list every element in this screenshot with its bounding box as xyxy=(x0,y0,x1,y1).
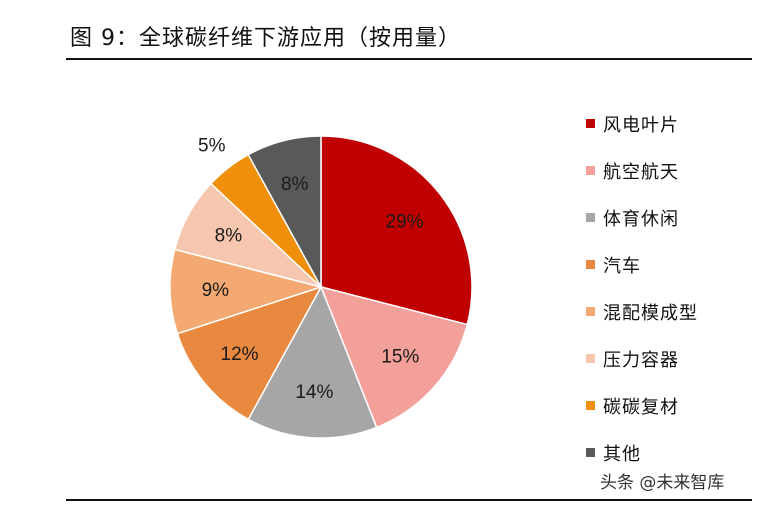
pie-slices xyxy=(169,135,473,439)
pie-slice-4 xyxy=(176,285,323,421)
legend-label: 碳碳复材 xyxy=(603,396,679,418)
legend-swatch xyxy=(586,354,595,363)
legend-item: 体育休闲 xyxy=(586,194,698,241)
pie-slice-label-7: 5% xyxy=(198,136,226,157)
legend-swatch xyxy=(586,448,595,457)
pie-slice-8 xyxy=(247,135,322,288)
pie-slice-label-1: 29% xyxy=(386,212,424,233)
legend-item: 汽车 xyxy=(586,241,698,288)
pie-slice-2 xyxy=(319,285,469,429)
pie-slice-label-4: 12% xyxy=(221,344,259,365)
pie-slice-5 xyxy=(169,248,324,335)
top-rule xyxy=(66,58,752,60)
legend-item: 航空航天 xyxy=(586,147,698,194)
legend-swatch xyxy=(586,119,595,128)
watermark: 头条 @未来智库 xyxy=(600,468,724,493)
pie-slice-3 xyxy=(247,285,378,439)
pie-slice-label-2: 15% xyxy=(381,346,419,367)
pie-slice-label-5: 9% xyxy=(202,280,230,301)
bottom-rule xyxy=(66,499,752,501)
pie-slice-label-8: 8% xyxy=(281,174,309,195)
legend-item: 混配模成型 xyxy=(586,288,698,335)
legend-label: 汽车 xyxy=(603,255,641,277)
legend-label: 混配模成型 xyxy=(603,302,698,324)
legend-label: 风电叶片 xyxy=(603,114,679,136)
legend-label: 体育休闲 xyxy=(603,208,679,230)
pie-slice-label-3: 14% xyxy=(295,382,333,403)
legend-label: 其他 xyxy=(603,443,641,465)
pie-slice-labels: 29% 15% 14% 12% 9% 8% 5% 8% xyxy=(198,136,424,403)
watermark-text: 头条 @未来智库 xyxy=(600,473,725,493)
legend-swatch xyxy=(586,213,595,222)
pie-slice-label-6: 8% xyxy=(215,226,243,247)
legend-item: 其他 xyxy=(586,429,698,476)
legend: 风电叶片航空航天体育休闲汽车混配模成型压力容器碳碳复材其他 xyxy=(586,100,698,476)
figure-title: 图 9：全球碳纤维下游应用（按用量） xyxy=(70,26,461,51)
legend-swatch xyxy=(586,166,595,175)
legend-item: 风电叶片 xyxy=(586,100,698,147)
legend-label: 压力容器 xyxy=(603,349,679,371)
legend-swatch xyxy=(586,401,595,410)
legend-item: 碳碳复材 xyxy=(586,382,698,429)
legend-item: 压力容器 xyxy=(586,335,698,382)
legend-swatch xyxy=(586,260,595,269)
legend-swatch xyxy=(586,307,595,316)
legend-label: 航空航天 xyxy=(603,161,679,183)
pie-slice-1 xyxy=(320,135,473,326)
